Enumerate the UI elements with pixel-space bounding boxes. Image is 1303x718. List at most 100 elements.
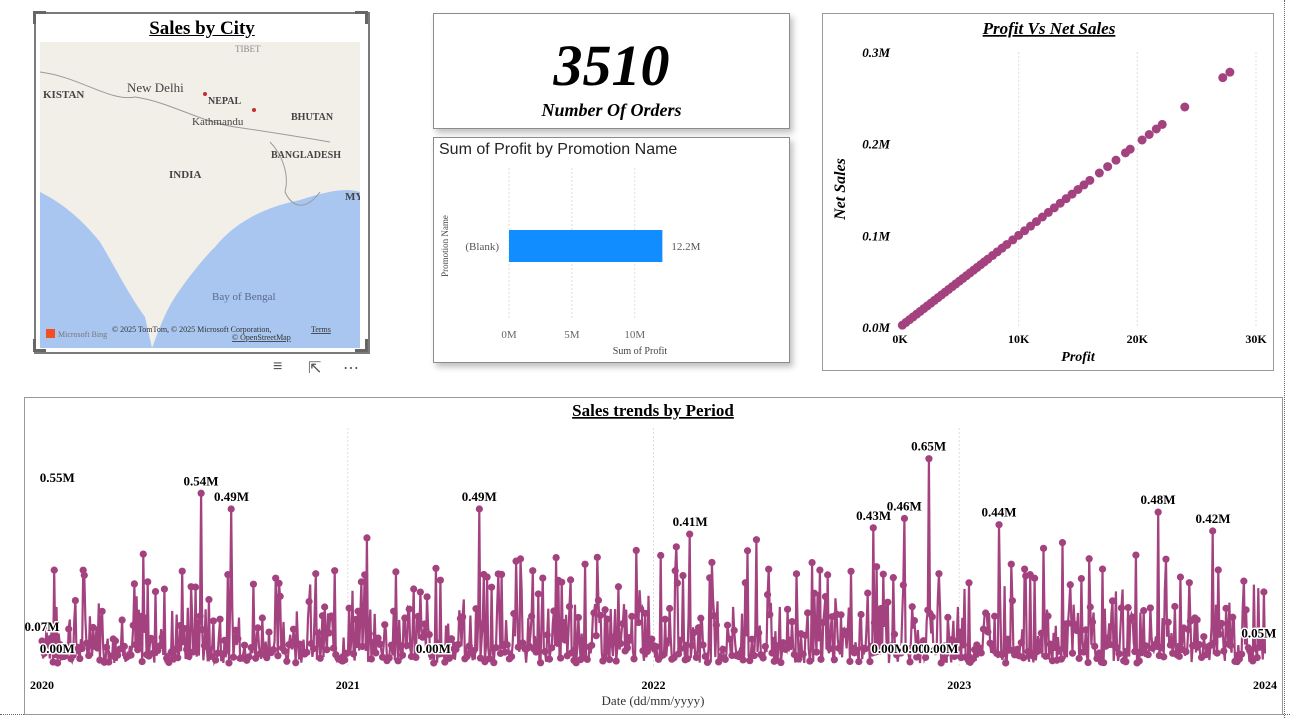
sales-trend-point — [430, 659, 438, 667]
line-data-label: 0.00M — [416, 641, 451, 656]
sales-trend-point — [1162, 555, 1170, 563]
sales-trend-point — [1088, 618, 1097, 626]
map-canvas[interactable]: TIBET KISTAN New Delhi NEPAL Kathmandu B… — [40, 42, 360, 348]
bar-x-axis-title: Sum of Profit — [613, 346, 668, 357]
sales-trend-point — [550, 607, 558, 615]
scatter-y-tick-label: 0.3M — [862, 45, 890, 60]
sales-trend-point — [289, 625, 298, 633]
scatter-x-tick-label: 10K — [1008, 332, 1030, 346]
map-osm-link[interactable]: © OpenStreetMap — [232, 333, 291, 342]
sales-trend-point — [864, 589, 872, 597]
sales-trend-point — [1095, 649, 1103, 657]
sales-trend-point — [875, 610, 883, 619]
bar-mark — [509, 230, 663, 262]
sales-trend-point — [739, 656, 747, 664]
sales-trend-point — [659, 651, 667, 659]
sales-trend-point — [953, 637, 961, 645]
sales-trend-point — [1200, 633, 1208, 641]
sales-trend-point — [65, 625, 73, 633]
sales-trend-point — [414, 612, 422, 620]
sales-trend-point — [421, 620, 429, 628]
sales-trend-point — [1160, 653, 1168, 661]
line-data-label: 0.48M — [1140, 492, 1175, 507]
sales-trend-point — [815, 634, 823, 642]
sales-trend-point — [318, 612, 327, 620]
sales-trend-point — [786, 636, 794, 644]
sales-trend-point — [443, 649, 451, 657]
sales-trend-point — [617, 639, 625, 648]
sales-trend-point — [111, 637, 120, 645]
map-visual[interactable]: Sales by City TIBET KISTAN New Delhi NEP… — [34, 12, 370, 354]
sales-trend-point — [252, 654, 260, 662]
focus-mode-icon[interactable]: ⇱ — [308, 360, 322, 377]
sales-trend-point — [305, 597, 313, 606]
sales-trend-point — [721, 655, 729, 663]
kpi-value: 3510 — [553, 33, 670, 98]
sales-trend-point — [287, 641, 295, 649]
sales-trend-point — [612, 657, 620, 665]
sales-trend-point — [548, 644, 556, 652]
sales-trend-point — [127, 651, 135, 659]
resize-handle-top-right[interactable] — [355, 11, 368, 24]
sales-trend-point — [688, 641, 696, 650]
bar-y-axis-title: Promotion Name — [440, 215, 450, 277]
sales-trend-point — [965, 579, 973, 587]
sales-trend-point — [826, 645, 834, 653]
sales-trend-point — [465, 642, 473, 650]
sales-trend-point — [447, 635, 456, 643]
bar-chart-svg[interactable]: 0M 5M 10M (Blank) 12.2M Sum of Profit Promotio… — [434, 138, 789, 362]
sales-trend-point — [223, 646, 231, 654]
sales-trend-point — [999, 649, 1008, 658]
sales-trend-point — [136, 640, 144, 648]
sales-trend-point — [765, 565, 773, 573]
sales-trend-point — [224, 571, 232, 579]
sales-trend-point — [692, 653, 700, 662]
resize-handle-bottom-right[interactable] — [355, 339, 368, 352]
sales-trend-point — [917, 644, 925, 652]
sales-trend-point — [984, 628, 992, 636]
sales-trend-point — [309, 645, 318, 653]
scatter-chart-svg[interactable]: Profit Vs Net Sales 0K 10K 20K 30K 0.0M 0.1M 0.… — [823, 14, 1273, 370]
sales-trend-point — [781, 645, 789, 653]
sales-trend-point — [198, 626, 206, 634]
sales-trend-point — [599, 657, 607, 665]
sales-trend-point — [387, 641, 396, 649]
sales-trend-point — [906, 658, 914, 666]
line-data-label: 0.42M — [1196, 511, 1231, 526]
resize-handle-bottom-left[interactable] — [33, 339, 46, 352]
map-terms-link[interactable]: Terms — [311, 325, 331, 334]
sales-trend-point — [1080, 648, 1088, 656]
filter-icon[interactable]: ≡ — [273, 358, 283, 375]
sales-trend-point — [652, 643, 660, 651]
sales-trend-point — [750, 651, 758, 660]
sales-trend-point — [752, 536, 761, 544]
sales-trend-point — [552, 553, 560, 562]
sales-trend-point — [392, 568, 400, 576]
profit-by-promotion-chart[interactable]: Sum of Profit by Promotion Name 0M 5M 10M (… — [433, 137, 790, 363]
arabian-sea — [40, 192, 152, 348]
sales-trend-point — [748, 635, 756, 643]
bar-category-label: (Blank) — [465, 241, 499, 253]
sales-trend-point — [852, 646, 861, 654]
line-data-label: 0.54M — [183, 473, 218, 488]
line-chart-svg[interactable]: Sales trends by Period 2020 2021 2022 2023 20… — [25, 398, 1282, 714]
sales-trend-point — [1019, 654, 1028, 662]
scatter-point — [1094, 168, 1104, 178]
map-label-tibet: TIBET — [235, 44, 261, 54]
resize-handle-top-left[interactable] — [33, 11, 46, 24]
sales-trend-point — [581, 560, 589, 568]
sales-trend-point — [283, 657, 291, 665]
sales-trend-point — [234, 635, 242, 643]
more-options-icon[interactable]: ⋯ — [343, 360, 359, 377]
line-x-axis-title: Date (dd/mm/yyyy) — [602, 693, 705, 708]
sales-trends-chart[interactable]: Sales trends by Period 2020 2021 2022 2023 20… — [24, 397, 1283, 715]
sales-trend-point — [69, 651, 77, 659]
sales-trend-point — [423, 593, 431, 601]
kpi-card[interactable]: 3510 Number Of Orders — [433, 13, 790, 129]
sales-trend-point — [534, 590, 542, 598]
sales-trend-point — [968, 655, 976, 664]
sales-trend-point — [710, 612, 718, 620]
sales-trend-point — [1164, 618, 1172, 626]
sales-trend-point — [847, 567, 855, 575]
profit-vs-net-sales-chart[interactable]: Profit Vs Net Sales 0K 10K 20K 30K 0.0M 0.1M 0.… — [822, 13, 1274, 371]
